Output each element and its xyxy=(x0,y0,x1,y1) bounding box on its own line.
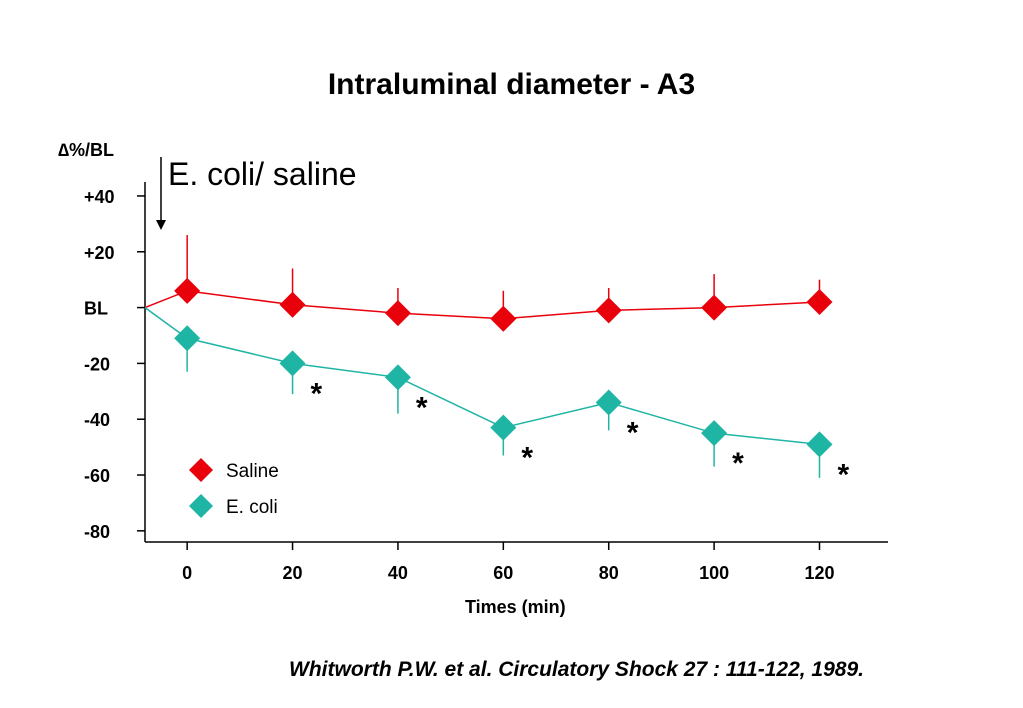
x-tick-label: 60 xyxy=(493,563,513,583)
data-point xyxy=(384,364,411,391)
data-point xyxy=(490,414,517,441)
data-point xyxy=(595,389,622,416)
y-tick-label: -20 xyxy=(84,354,110,374)
significance-star: * xyxy=(416,391,428,424)
data-point xyxy=(279,350,306,377)
data-point xyxy=(174,277,201,304)
x-tick-label: 120 xyxy=(804,563,834,583)
y-tick-label: -40 xyxy=(84,410,110,430)
x-axis-label: Times (min) xyxy=(465,597,566,617)
x-tick-label: 0 xyxy=(182,563,192,583)
series-line-ecoli xyxy=(144,306,820,446)
significance-star: * xyxy=(837,458,849,491)
y-tick-label: -60 xyxy=(84,466,110,486)
y-tick-label: +20 xyxy=(84,243,115,263)
x-tick-label: 80 xyxy=(599,563,619,583)
legend-marker xyxy=(189,458,213,482)
data-point xyxy=(384,300,411,327)
significance-star: * xyxy=(521,442,533,475)
significance-star: * xyxy=(732,447,744,480)
y-tick-label: +40 xyxy=(84,187,115,207)
data-point xyxy=(701,420,728,447)
x-tick-label: 40 xyxy=(388,563,408,583)
data-point xyxy=(490,305,517,332)
y-tick-label: -80 xyxy=(84,522,110,542)
y-axis-label: ∆%/BL xyxy=(58,140,114,160)
data-point xyxy=(174,325,201,352)
legend-label: E. coli xyxy=(226,497,278,518)
treatment-annotation: E. coli/ saline xyxy=(168,156,357,192)
citation: Whitworth P.W. et al. Circulatory Shock … xyxy=(289,658,864,681)
data-point xyxy=(279,291,306,318)
data-point xyxy=(595,297,622,324)
treatment-arrow-head xyxy=(156,220,166,230)
significance-star: * xyxy=(311,377,323,410)
significance-star: * xyxy=(627,416,639,449)
data-point xyxy=(701,294,728,321)
x-tick-label: 20 xyxy=(283,563,303,583)
x-tick-label: 100 xyxy=(699,563,729,583)
series-line-saline xyxy=(144,290,820,320)
data-point xyxy=(806,289,833,315)
chart-title: Intraluminal diameter - A3 xyxy=(327,68,696,101)
legend-marker xyxy=(189,494,213,518)
data-point xyxy=(806,431,833,458)
y-tick-label: BL xyxy=(84,299,108,319)
legend-label: Saline xyxy=(226,461,279,482)
